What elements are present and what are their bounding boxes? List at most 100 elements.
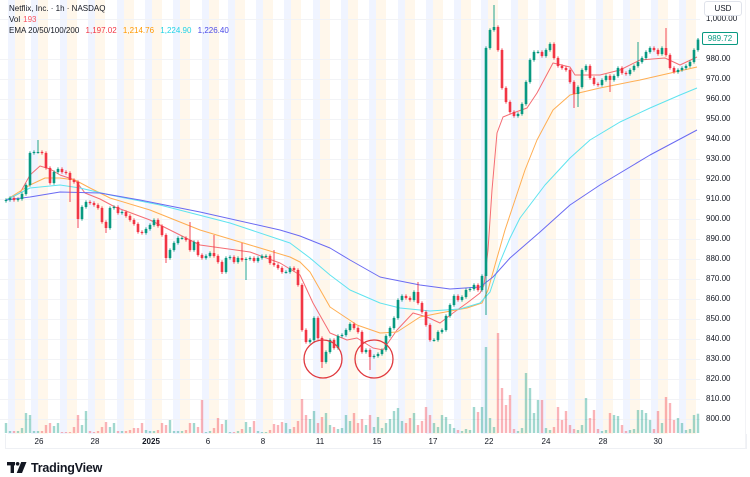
candle-body	[660, 48, 664, 54]
price-axis[interactable]: 1,000.00 980.00 970.00 960.00 950.00 940.00 93…	[700, 0, 745, 434]
brand-name: TradingView	[31, 460, 103, 475]
candle-body	[208, 253, 212, 256]
volume-bar	[444, 417, 448, 433]
volume-bar	[332, 427, 336, 433]
candle-body	[432, 340, 436, 341]
candle-body	[224, 258, 228, 272]
tradingview-logo[interactable]: TradingView	[7, 460, 102, 475]
volume-bar	[492, 427, 496, 433]
volume-bar	[376, 417, 380, 433]
candle-body	[408, 298, 412, 300]
volume-bar	[628, 430, 632, 433]
volume-bar	[380, 428, 384, 433]
symbol-row[interactable]: Netflix, Inc. · 1h · NASDAQ	[9, 3, 229, 14]
volume-bar	[400, 421, 404, 433]
price-tick-label: 920.00	[706, 174, 731, 183]
volume-row[interactable]: Vol 193	[9, 14, 229, 25]
time-axis[interactable]: 26 28 2025 6 8 11 15 17 22 24 28 30	[5, 434, 747, 449]
volume-bar	[640, 410, 644, 433]
volume-bars	[4, 333, 700, 433]
post-market-band	[88, 0, 95, 434]
time-tick-label: 24	[541, 437, 551, 446]
candle-body	[548, 44, 552, 50]
candle-body	[112, 207, 116, 208]
candle-body	[68, 173, 72, 180]
candle-body	[120, 212, 124, 213]
volume-bar	[48, 423, 52, 433]
candle-body	[656, 50, 660, 54]
volume-bar	[576, 430, 580, 433]
candle-body	[100, 208, 104, 222]
candle-body	[40, 152, 44, 153]
ema-row[interactable]: EMA 20/50/100/200 1,197.02 1,214.76 1,22…	[9, 25, 229, 36]
candle-body	[64, 172, 68, 173]
circle-annotation[interactable]	[303, 339, 343, 379]
candle-body	[136, 224, 140, 232]
candle-body	[328, 340, 332, 352]
volume-bar	[12, 431, 16, 433]
price-tick-label: 950.00	[706, 114, 731, 123]
candle-body	[460, 297, 464, 300]
volume-bar	[104, 422, 108, 433]
volume-bar	[484, 347, 488, 433]
post-market-band	[568, 0, 575, 434]
volume-bar	[432, 423, 436, 433]
candle-body	[440, 330, 444, 332]
time-tick-label: 28	[90, 437, 100, 446]
candle-body	[12, 198, 16, 200]
candle-body	[640, 58, 644, 62]
volume-bar	[584, 398, 588, 433]
post-market-band	[31, 0, 38, 434]
chart-pane[interactable]	[0, 0, 700, 434]
candle-body	[520, 104, 524, 114]
candle-body	[444, 316, 448, 330]
time-tick-label: 17	[428, 437, 438, 446]
volume-bar	[192, 423, 196, 433]
volume-bar	[176, 431, 180, 433]
volume-bar	[392, 411, 396, 433]
volume-bar	[276, 425, 280, 433]
volume-bar	[656, 411, 660, 433]
volume-bar	[188, 423, 192, 433]
volume-bar	[228, 432, 232, 433]
time-tick-label: 6	[205, 437, 211, 446]
candle-body	[404, 296, 408, 298]
volume-bar	[248, 427, 252, 433]
volume-bar	[200, 400, 204, 433]
volume-bar	[116, 431, 120, 433]
volume-bar	[256, 431, 260, 433]
candle-body	[500, 50, 504, 88]
candle-body	[256, 258, 260, 261]
candle-body	[644, 52, 648, 58]
volume-bar	[416, 425, 420, 433]
pre-market-band	[433, 0, 443, 434]
volume-bar	[476, 412, 480, 433]
volume-bar	[68, 432, 72, 433]
volume-bar	[684, 430, 688, 433]
candle-body	[652, 48, 656, 50]
volume-bar	[128, 430, 132, 433]
candle-body	[556, 58, 560, 66]
volume-bar	[396, 408, 400, 433]
volume-bar	[480, 407, 484, 433]
candle-body	[180, 238, 184, 239]
volume-bar	[408, 418, 412, 433]
candle-body	[340, 335, 344, 336]
circle-annotation[interactable]	[354, 339, 394, 379]
price-chart-canvas[interactable]	[0, 0, 700, 434]
volume-bar	[32, 431, 36, 433]
candle-body	[336, 336, 340, 348]
pre-market-band	[658, 0, 668, 434]
annotations[interactable]	[303, 339, 394, 379]
volume-bar	[56, 423, 60, 433]
candle-body	[168, 250, 172, 258]
currency-button[interactable]: USD	[704, 1, 742, 16]
last-price-label: 989.72	[702, 32, 738, 45]
volume-bar	[428, 415, 432, 433]
volume-bar	[600, 431, 604, 433]
candle-body	[24, 185, 28, 194]
pre-market-band	[575, 0, 585, 434]
volume-bar	[548, 430, 552, 433]
volume-bar	[144, 430, 148, 433]
candle-body	[604, 76, 608, 80]
